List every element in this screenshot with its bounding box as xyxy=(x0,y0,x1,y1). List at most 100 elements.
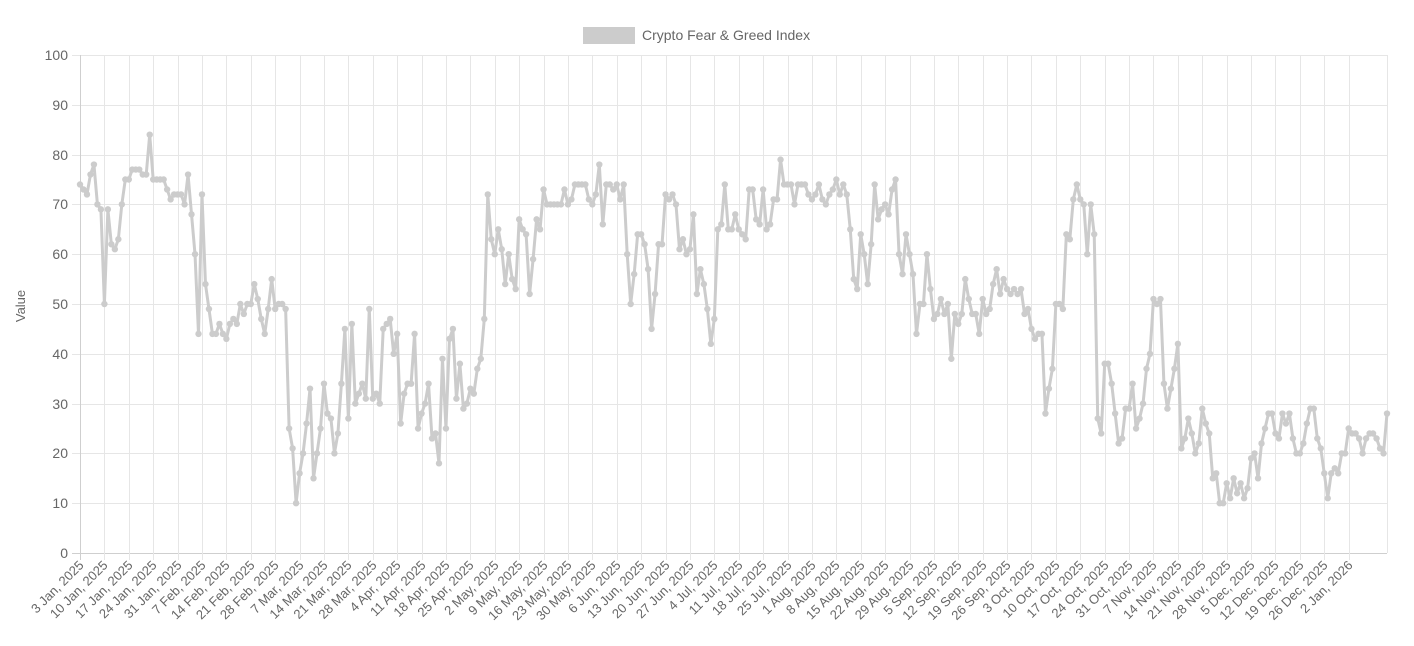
data-point[interactable]: 2025-05-08: 53 xyxy=(512,285,519,293)
data-point[interactable]: 2025-02-06: 44 xyxy=(195,330,202,338)
data-point[interactable]: 2025-05-30: 70 xyxy=(589,201,596,208)
data-point[interactable]: 2025-10-04: 43 xyxy=(1031,335,1039,343)
data-point[interactable]: 2025-04-30: 72 xyxy=(484,191,491,198)
data-point[interactable]: 2025-04-01: 46 xyxy=(383,320,390,328)
data-point[interactable]: 2025-07-22: 71 xyxy=(773,196,781,203)
data-point[interactable]: 2025-04-05: 26 xyxy=(397,420,404,427)
data-point[interactable]: 2025-03-31: 45 xyxy=(380,325,387,333)
data-point[interactable]: 2025-10-09: 37 xyxy=(1049,365,1056,372)
data-point[interactable]: 2025-01-07: 78 xyxy=(90,161,98,168)
data-point[interactable]: 2025-05-23: 70 xyxy=(564,201,572,208)
data-point[interactable]: 2025-08-18: 62 xyxy=(867,241,875,248)
data-point[interactable]: 2025-07-07: 74 xyxy=(721,181,728,188)
data-point[interactable]: 2025-02-11: 44 xyxy=(212,330,220,338)
data-point[interactable]: 2025-04-10: 25 xyxy=(414,425,422,432)
data-point[interactable]: 2025-10-19: 60 xyxy=(1084,251,1091,258)
data-point[interactable]: 2025-10-29: 23 xyxy=(1118,435,1126,442)
data-point[interactable]: 2025-05-12: 52 xyxy=(526,290,533,298)
data-point[interactable]: 2025-07-10: 68 xyxy=(732,211,739,218)
data-point[interactable]: 2025-11-21: 29 xyxy=(1199,405,1206,412)
data-point[interactable]: 2026-01-12: 20 xyxy=(1380,450,1387,457)
data-point[interactable]: 2025-12-24: 23 xyxy=(1314,435,1321,442)
data-point[interactable]: 2025-08-20: 67 xyxy=(874,216,882,223)
data-point[interactable]: 2025-03-30: 30 xyxy=(376,400,383,407)
data-point[interactable]: 2025-08-02: 72 xyxy=(812,191,819,198)
data-point[interactable]: 2025-10-17: 71 xyxy=(1077,196,1084,203)
data-point[interactable]: 2025-02-07: 72 xyxy=(198,191,206,198)
data-point[interactable]: 2025-06-28: 68 xyxy=(690,211,697,218)
data-point[interactable]: 2025-04-24: 30 xyxy=(463,400,471,407)
data-point[interactable]: 2025-09-12: 46 xyxy=(955,320,962,328)
data-point[interactable]: 2025-03-28: 31 xyxy=(369,395,376,402)
data-point[interactable]: 2025-08-06: 72 xyxy=(826,191,833,198)
data-point[interactable]: 2025-08-03: 74 xyxy=(815,181,823,188)
data-point[interactable]: 2025-01-28: 73 xyxy=(163,186,171,193)
data-point[interactable]: 2025-10-27: 28 xyxy=(1111,410,1119,417)
data-point[interactable]: 2025-11-24: 15 xyxy=(1209,475,1216,482)
data-point[interactable]: 2025-07-03: 42 xyxy=(707,340,715,348)
data-point[interactable]: 2025-05-14: 67 xyxy=(533,216,540,223)
data-point[interactable]: 2025-04-16: 18 xyxy=(435,460,443,467)
data-point[interactable]: 2025-12-20: 22 xyxy=(1300,440,1307,447)
data-point[interactable]: 2025-09-23: 57 xyxy=(993,265,1000,273)
data-point[interactable]: 2025-12-28: 16 xyxy=(1328,470,1335,477)
data-point[interactable]: 2025-12-30: 16 xyxy=(1335,470,1342,477)
data-point[interactable]: 2025-10-16: 74 xyxy=(1073,181,1081,188)
data-point[interactable]: 2025-01-04: 73 xyxy=(80,186,87,193)
data-point[interactable]: 2025-03-05: 21 xyxy=(289,445,296,452)
data-point[interactable]: 2025-03-14: 34 xyxy=(320,380,328,387)
data-point[interactable]: 2025-02-21: 50 xyxy=(247,300,254,308)
data-point[interactable]: 2025-09-22: 54 xyxy=(989,280,997,288)
data-point[interactable]: 2025-06-26: 60 xyxy=(683,251,690,258)
data-point[interactable]: 2025-06-20: 72 xyxy=(662,191,669,198)
data-point[interactable]: 2025-11-19: 20 xyxy=(1192,450,1199,457)
data-point[interactable]: 2025-11-07: 51 xyxy=(1150,295,1157,303)
data-point[interactable]: 2025-10-08: 33 xyxy=(1045,385,1053,392)
data-point[interactable]: 2025-10-23: 24 xyxy=(1098,430,1105,437)
data-point[interactable]: 2025-02-08: 54 xyxy=(202,280,209,288)
data-point[interactable]: 2025-11-27: 10 xyxy=(1219,500,1227,507)
data-point[interactable]: 2025-02-22: 54 xyxy=(251,280,258,288)
data-point[interactable]: 2025-05-04: 61 xyxy=(498,246,505,253)
data-point[interactable]: 2025-04-02: 47 xyxy=(386,315,394,323)
data-point[interactable]: 2025-03-06: 10 xyxy=(292,500,300,507)
data-point[interactable]: 2026-01-09: 24 xyxy=(1369,430,1377,437)
legend[interactable]: Crypto Fear & Greed Index xyxy=(583,27,810,44)
data-point[interactable]: 2025-10-15: 71 xyxy=(1070,196,1077,203)
data-point[interactable]: 2025-11-30: 15 xyxy=(1230,475,1237,482)
data-point[interactable]: 2025-04-12: 30 xyxy=(421,400,429,407)
data-point[interactable]: 2025-04-11: 28 xyxy=(418,410,425,417)
data-point[interactable]: 2025-05-24: 71 xyxy=(568,196,575,203)
data-point[interactable]: 2025-08-01: 71 xyxy=(808,196,816,203)
data-point[interactable]: 2025-04-22: 38 xyxy=(456,360,464,367)
data-point[interactable]: 2025-12-26: 16 xyxy=(1321,470,1328,477)
data-point[interactable]: 2025-04-27: 37 xyxy=(474,365,481,372)
data-point[interactable]: 2025-09-29: 52 xyxy=(1014,290,1021,298)
data-point[interactable]: 2025-12-07: 15 xyxy=(1254,475,1262,482)
data-point[interactable]: 2025-11-05: 37 xyxy=(1143,365,1150,372)
data-point[interactable]: 2025-06-22: 72 xyxy=(669,191,676,198)
data-point[interactable]: 2025-03-26: 31 xyxy=(362,395,369,402)
data-point[interactable]: 2025-11-20: 22 xyxy=(1195,440,1202,447)
data-point[interactable]: 2025-03-16: 27 xyxy=(327,415,335,422)
data-point[interactable]: 2025-09-11: 48 xyxy=(951,310,959,318)
data-point[interactable]: 2025-01-09: 69 xyxy=(97,206,105,213)
data-point[interactable]: 2025-09-15: 51 xyxy=(965,295,972,303)
data-point[interactable]: 2025-04-26: 32 xyxy=(470,390,478,397)
data-point[interactable]: 2025-09-30: 53 xyxy=(1017,285,1025,293)
data-point[interactable]: 2025-03-12: 20 xyxy=(313,450,321,457)
data-point[interactable]: 2025-04-13: 34 xyxy=(425,380,432,387)
data-point[interactable]: 2025-02-09: 49 xyxy=(205,305,213,313)
data-point[interactable]: 2025-02-03: 76 xyxy=(184,171,192,178)
data-point[interactable]: 2026-01-02: 25 xyxy=(1345,425,1352,432)
data-point[interactable]: 2025-06-23: 70 xyxy=(672,201,680,208)
data-point[interactable]: 2025-04-17: 39 xyxy=(439,355,446,362)
data-point[interactable]: 2025-07-04: 47 xyxy=(711,315,718,323)
data-point[interactable]: 2025-08-14: 53 xyxy=(854,285,861,293)
data-point[interactable]: 2025-11-29: 11 xyxy=(1226,495,1234,502)
data-point[interactable]: 2025-06-06: 74 xyxy=(613,181,620,188)
data-point[interactable]: 2025-09-19: 51 xyxy=(979,295,986,303)
data-point[interactable]: 2025-12-05: 19 xyxy=(1247,455,1255,462)
data-point[interactable]: 2025-09-02: 50 xyxy=(920,300,927,308)
data-point[interactable]: 2025-10-20: 70 xyxy=(1087,201,1094,208)
